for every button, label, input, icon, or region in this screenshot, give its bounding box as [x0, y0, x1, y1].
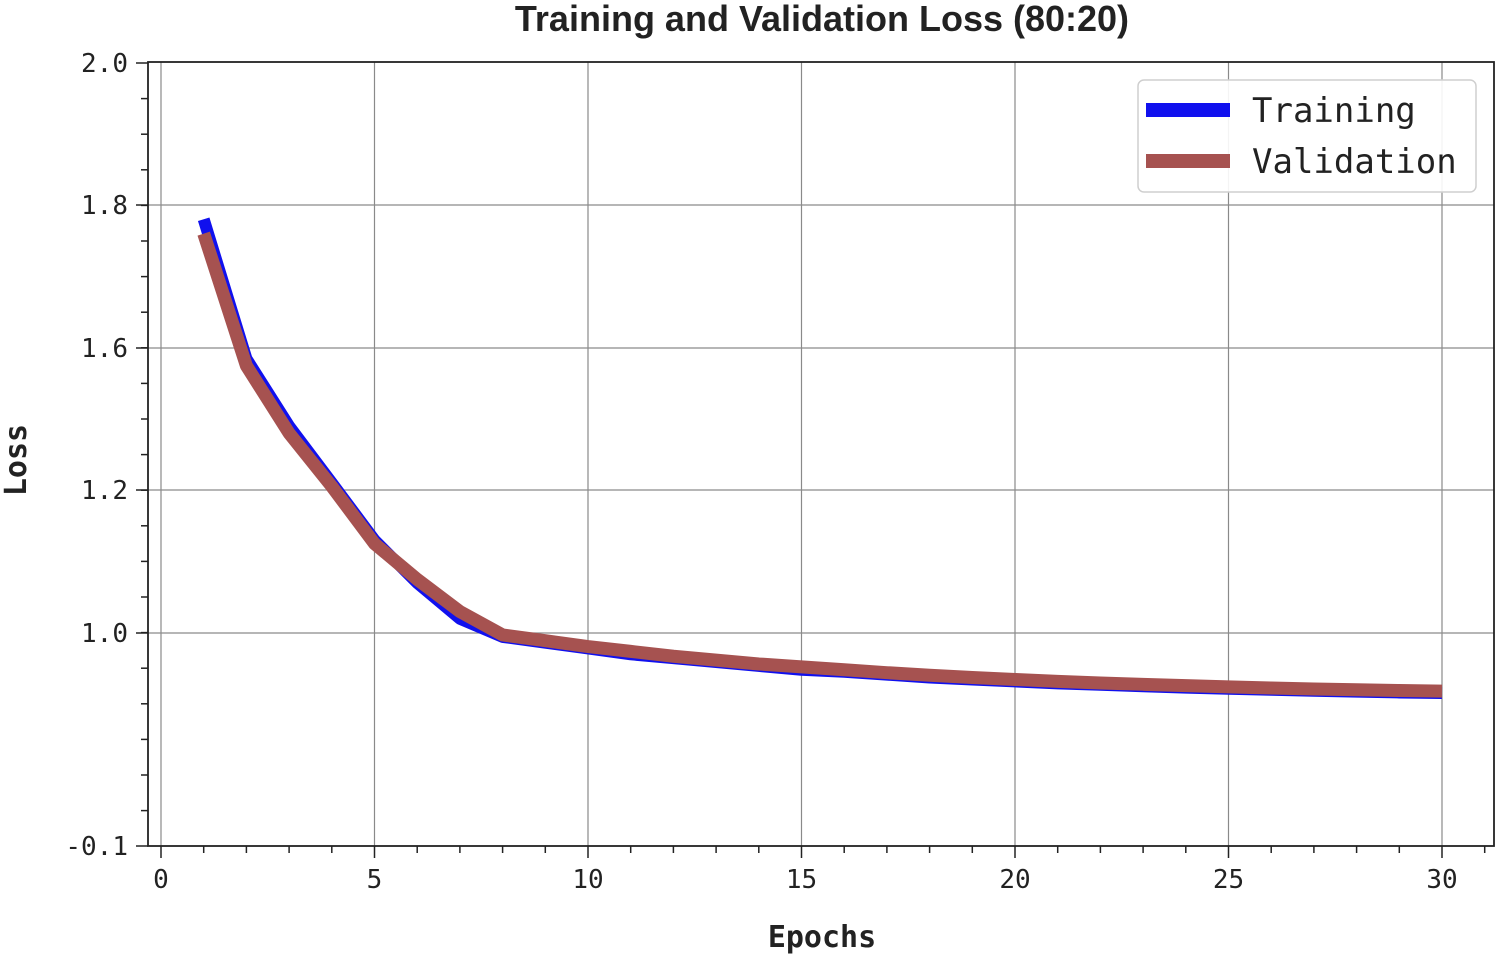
plot-frame — [147, 61, 1495, 847]
legend-label-training: Training — [1252, 91, 1416, 131]
series-layer — [197, 217, 1443, 700]
series-line-training — [197, 217, 1443, 700]
chart-title: Training and Validation Loss (80:20) — [515, 0, 1129, 39]
y-tick-label: 1.8 — [81, 191, 128, 221]
y-tick-label: 1.2 — [81, 476, 128, 506]
y-axis: 2.0 1.8 1.6 1.2 1.0 -0.1 — [65, 49, 148, 862]
series-line-validation — [197, 231, 1443, 698]
x-tick-label: 0 — [153, 865, 169, 895]
x-tick-label: 5 — [367, 865, 383, 895]
x-tick-label: 30 — [1426, 865, 1457, 895]
y-tick-label: 1.6 — [81, 334, 128, 364]
y-tick-label: -0.1 — [65, 832, 128, 862]
legend-label-validation: Validation — [1252, 142, 1457, 182]
x-tick-label: 15 — [786, 865, 817, 895]
x-axis: 0 5 10 15 20 25 30 — [153, 846, 1458, 895]
y-tick-label: 2.0 — [81, 49, 128, 79]
y-tick-label: 1.0 — [81, 619, 128, 649]
x-tick-label: 10 — [572, 865, 603, 895]
x-tick-label: 25 — [1213, 865, 1244, 895]
x-axis-label: Epochs — [768, 920, 876, 955]
x-tick-label: 20 — [999, 865, 1030, 895]
minor-ticks — [141, 97, 1486, 853]
y-axis-label: Loss — [0, 424, 34, 496]
legend: Training Validation — [1137, 79, 1477, 193]
